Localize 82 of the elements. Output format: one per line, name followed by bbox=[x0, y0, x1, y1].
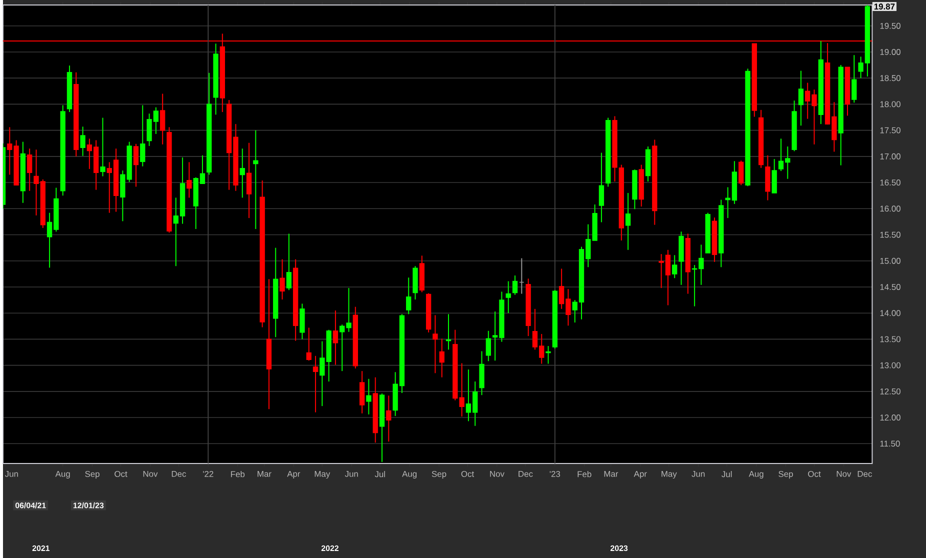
x-tick-label: Jun bbox=[344, 470, 358, 477]
y-tick-label: 17.50 bbox=[880, 127, 900, 134]
x-tick-label: Dec bbox=[172, 470, 186, 477]
x-tick-label: Jul bbox=[374, 470, 385, 478]
y-tick-label: 18.50 bbox=[880, 75, 900, 81]
x-tick-label: Nov bbox=[143, 470, 158, 477]
y-tick-label: 12.50 bbox=[880, 388, 900, 394]
candlestick bbox=[406, 276, 412, 315]
candlestick bbox=[160, 93, 166, 145]
candlestick bbox=[598, 152, 604, 223]
y-tick-label: 15.00 bbox=[880, 258, 900, 264]
candlestick bbox=[432, 314, 438, 374]
candlestick bbox=[306, 327, 312, 362]
x-tick-label: Nov bbox=[836, 470, 852, 477]
candlestick bbox=[439, 338, 444, 378]
x-tick-label: Jun bbox=[5, 470, 18, 477]
candlestick bbox=[479, 350, 484, 396]
candlestick bbox=[253, 130, 258, 230]
candlestick bbox=[100, 117, 106, 177]
x-tick-label: '23 bbox=[550, 470, 560, 477]
x-tick-label: Sep bbox=[778, 470, 793, 479]
candlestick bbox=[280, 258, 285, 300]
y-tick-label: 16.00 bbox=[880, 206, 900, 212]
y-tick-label: 14.00 bbox=[880, 310, 900, 316]
y-tick-label: 13.00 bbox=[880, 362, 900, 368]
x-tick-label: Aug bbox=[402, 470, 417, 478]
candlestick bbox=[300, 303, 305, 340]
y-tick-label: 19.00 bbox=[880, 48, 900, 55]
candlestick bbox=[506, 280, 511, 314]
x-tick-label: Mar bbox=[604, 470, 618, 477]
candlestick bbox=[186, 162, 192, 198]
candlestick bbox=[486, 330, 491, 362]
candlestick bbox=[512, 274, 518, 296]
candlestick bbox=[359, 370, 365, 414]
candlestick bbox=[672, 254, 678, 279]
x-tick-label: Mar bbox=[258, 470, 272, 477]
x-tick-label: Jul bbox=[722, 470, 732, 478]
candlestick bbox=[366, 378, 372, 415]
y-tick-label: 13.50 bbox=[880, 336, 900, 342]
x-tick-label: Feb bbox=[578, 470, 592, 478]
y-tick-label: 17.00 bbox=[880, 153, 900, 160]
x-tick-label: May bbox=[662, 470, 677, 478]
x-tick-label: Oct bbox=[114, 470, 128, 477]
candlestick bbox=[386, 395, 392, 442]
y-tick-label: 15.50 bbox=[880, 232, 900, 238]
candlestick bbox=[133, 143, 139, 188]
x-tick-label: Nov bbox=[490, 470, 504, 477]
candlestick bbox=[738, 160, 744, 186]
x-tick-label: May bbox=[314, 470, 330, 478]
y-tick-label: 11.50 bbox=[880, 440, 900, 447]
x-tick-label: Jun bbox=[692, 470, 705, 477]
y-tick-label: 12.00 bbox=[880, 414, 900, 420]
x-tick-label: Feb bbox=[231, 470, 245, 478]
y-tick-label: 14.50 bbox=[880, 284, 900, 290]
x-tick-label: Sep bbox=[85, 470, 100, 479]
annotation: 19.87 bbox=[874, 3, 895, 10]
x-tick-label: Aug bbox=[748, 470, 764, 478]
candlestick bbox=[80, 126, 86, 156]
candlestick bbox=[546, 345, 551, 364]
candlestick bbox=[240, 148, 245, 198]
x-tick-label: Oct bbox=[461, 470, 474, 477]
candlestick bbox=[27, 148, 32, 192]
candlestick bbox=[286, 233, 292, 291]
x-tick-label: Dec bbox=[858, 470, 872, 477]
candlestick bbox=[332, 310, 338, 366]
x-tick-label: '22 bbox=[203, 470, 214, 477]
candlestick bbox=[625, 192, 631, 250]
candlestick bbox=[246, 142, 252, 218]
x-tick-label: Aug bbox=[55, 470, 70, 478]
candlestick bbox=[772, 158, 777, 194]
candlestick bbox=[312, 355, 318, 413]
x-tick-label: Oct bbox=[808, 470, 821, 477]
x-tick-label: Dec bbox=[518, 470, 533, 477]
candlestick bbox=[798, 70, 804, 126]
y-tick-label: 18.00 bbox=[880, 101, 900, 108]
candlestick bbox=[140, 104, 146, 167]
candlestick bbox=[852, 54, 857, 104]
x-tick-label: Apr bbox=[634, 470, 647, 478]
x-tick-label: Sep bbox=[432, 470, 446, 479]
x-tick-label: Apr bbox=[287, 470, 300, 478]
y-tick-label: 19.50 bbox=[880, 22, 900, 29]
y-tick-label: 16.50 bbox=[880, 179, 900, 186]
